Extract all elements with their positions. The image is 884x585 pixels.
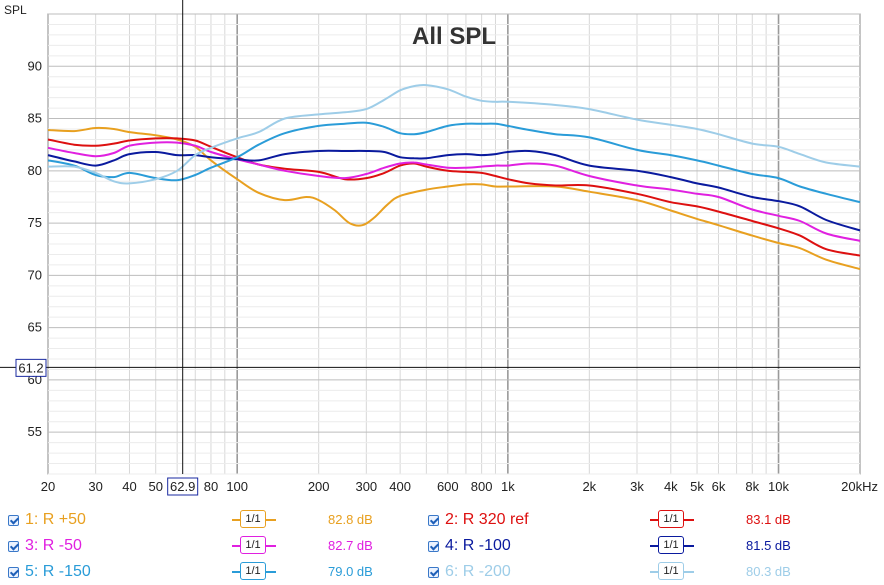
- series-visibility-checkbox[interactable]: [8, 566, 19, 578]
- y-tick-label: 90: [28, 58, 42, 73]
- series-visibility-checkbox[interactable]: [428, 566, 439, 578]
- x-tick-label: 600: [437, 479, 459, 494]
- x-tick-label: 4k: [664, 479, 678, 494]
- legend-name: R -100: [462, 537, 511, 554]
- series-visibility-checkbox[interactable]: [428, 540, 439, 552]
- series-line-r-320-ref: [47, 137, 861, 257]
- legend-name: R -50: [42, 537, 82, 554]
- series-line-r-50: [47, 126, 861, 271]
- legend-label: 2: R 320 ref: [445, 511, 529, 529]
- series-line-r-50: [47, 141, 861, 242]
- trace-level-readout: 82.7 dB: [328, 538, 373, 553]
- y-tick-label: 70: [28, 267, 42, 282]
- smoothing-selector[interactable]: 1/1: [232, 510, 276, 530]
- y-tick-label: 55: [28, 424, 42, 439]
- x-tick-label: 3k: [630, 479, 644, 494]
- legend-item-r-320-ref: 2: R 320 ref: [428, 510, 529, 530]
- x-tick-label: 300: [355, 479, 377, 494]
- legend-number: 4:: [445, 537, 463, 554]
- y-tick-label: 75: [28, 215, 42, 230]
- cursor-y-readout: 61.2: [18, 360, 43, 375]
- legend-name: R +50: [42, 511, 86, 528]
- legend-number: 5:: [25, 563, 43, 580]
- cursor-x-readout-box: [167, 477, 199, 496]
- x-tick-label: 5k: [690, 479, 704, 494]
- y-tick-label: 80: [28, 163, 42, 178]
- x-tick-label: 2k: [582, 479, 596, 494]
- smoothing-selector[interactable]: 1/1: [232, 536, 276, 556]
- series-line-r-100: [47, 149, 861, 232]
- smoothing-selector[interactable]: 1/1: [650, 510, 694, 530]
- legend-item-r-50: 3: R -50: [8, 536, 82, 556]
- legend-label: 5: R -150: [25, 563, 91, 581]
- smoothing-value: 1/1: [658, 536, 684, 554]
- smoothing-selector[interactable]: 1/1: [650, 536, 694, 556]
- cursor-y-readout-box: [15, 358, 47, 377]
- legend-item-r-150: 5: R -150: [8, 562, 91, 582]
- legend-label: 3: R -50: [25, 537, 82, 555]
- chart-title: All SPL: [412, 23, 496, 50]
- legend-label: 6: R -200: [445, 563, 511, 581]
- legend-name: R -200: [462, 563, 511, 580]
- smoothing-value: 1/1: [240, 510, 266, 528]
- trace-level-readout: 79.0 dB: [328, 564, 373, 579]
- legend-number: 1:: [25, 511, 43, 528]
- y-axis-label: SPL: [4, 3, 27, 17]
- x-tick-label: 50: [148, 479, 162, 494]
- legend-name: R 320 ref: [462, 511, 529, 528]
- y-tick-label: 65: [28, 320, 42, 335]
- series-visibility-checkbox[interactable]: [8, 514, 19, 526]
- x-tick-label: 30: [88, 479, 102, 494]
- cursor-x-readout: 62.9: [170, 479, 195, 494]
- smoothing-value: 1/1: [658, 562, 684, 580]
- x-tick-label: 400: [389, 479, 411, 494]
- legend-item-r-50: 1: R +50: [8, 510, 86, 530]
- x-tick-label: 100: [226, 479, 248, 494]
- legend-number: 2:: [445, 511, 463, 528]
- x-tick-label: 20kHz: [841, 479, 878, 494]
- trace-level-readout: 82.8 dB: [328, 512, 373, 527]
- legend-number: 3:: [25, 537, 43, 554]
- smoothing-value: 1/1: [240, 562, 266, 580]
- series-visibility-checkbox[interactable]: [8, 540, 19, 552]
- y-tick-label: 85: [28, 111, 42, 126]
- x-tick-label: 1k: [501, 479, 515, 494]
- x-tick-label: 8k: [745, 479, 759, 494]
- series-visibility-checkbox[interactable]: [428, 514, 439, 526]
- smoothing-value: 1/1: [658, 510, 684, 528]
- x-tick-label: 200: [308, 479, 330, 494]
- x-tick-label: 20: [41, 479, 55, 494]
- legend-item-r-100: 4: R -100: [428, 536, 511, 556]
- trace-level-readout: 83.1 dB: [746, 512, 791, 527]
- series-line-r-200: [47, 83, 861, 185]
- smoothing-selector[interactable]: 1/1: [650, 562, 694, 582]
- legend-label: 4: R -100: [445, 537, 511, 555]
- legend-name: R -150: [42, 563, 91, 580]
- smoothing-selector[interactable]: 1/1: [232, 562, 276, 582]
- trace-level-readout: 81.5 dB: [746, 538, 791, 553]
- series-line-r-150: [47, 121, 861, 204]
- x-tick-label: 80: [204, 479, 218, 494]
- x-tick-label: 40: [122, 479, 136, 494]
- trace-level-readout: 80.3 dB: [746, 564, 791, 579]
- legend-panel: 1: R +50 1/1 82.8 dB 2: R 320 ref 1/1 83.1 dB…: [0, 506, 884, 585]
- x-tick-label: 6k: [712, 479, 726, 494]
- x-tick-label: 800: [471, 479, 493, 494]
- legend-number: 6:: [445, 563, 463, 580]
- legend-label: 1: R +50: [25, 511, 86, 529]
- smoothing-value: 1/1: [240, 536, 266, 554]
- legend-item-r-200: 6: R -200: [428, 562, 511, 582]
- x-tick-label: 10k: [768, 479, 789, 494]
